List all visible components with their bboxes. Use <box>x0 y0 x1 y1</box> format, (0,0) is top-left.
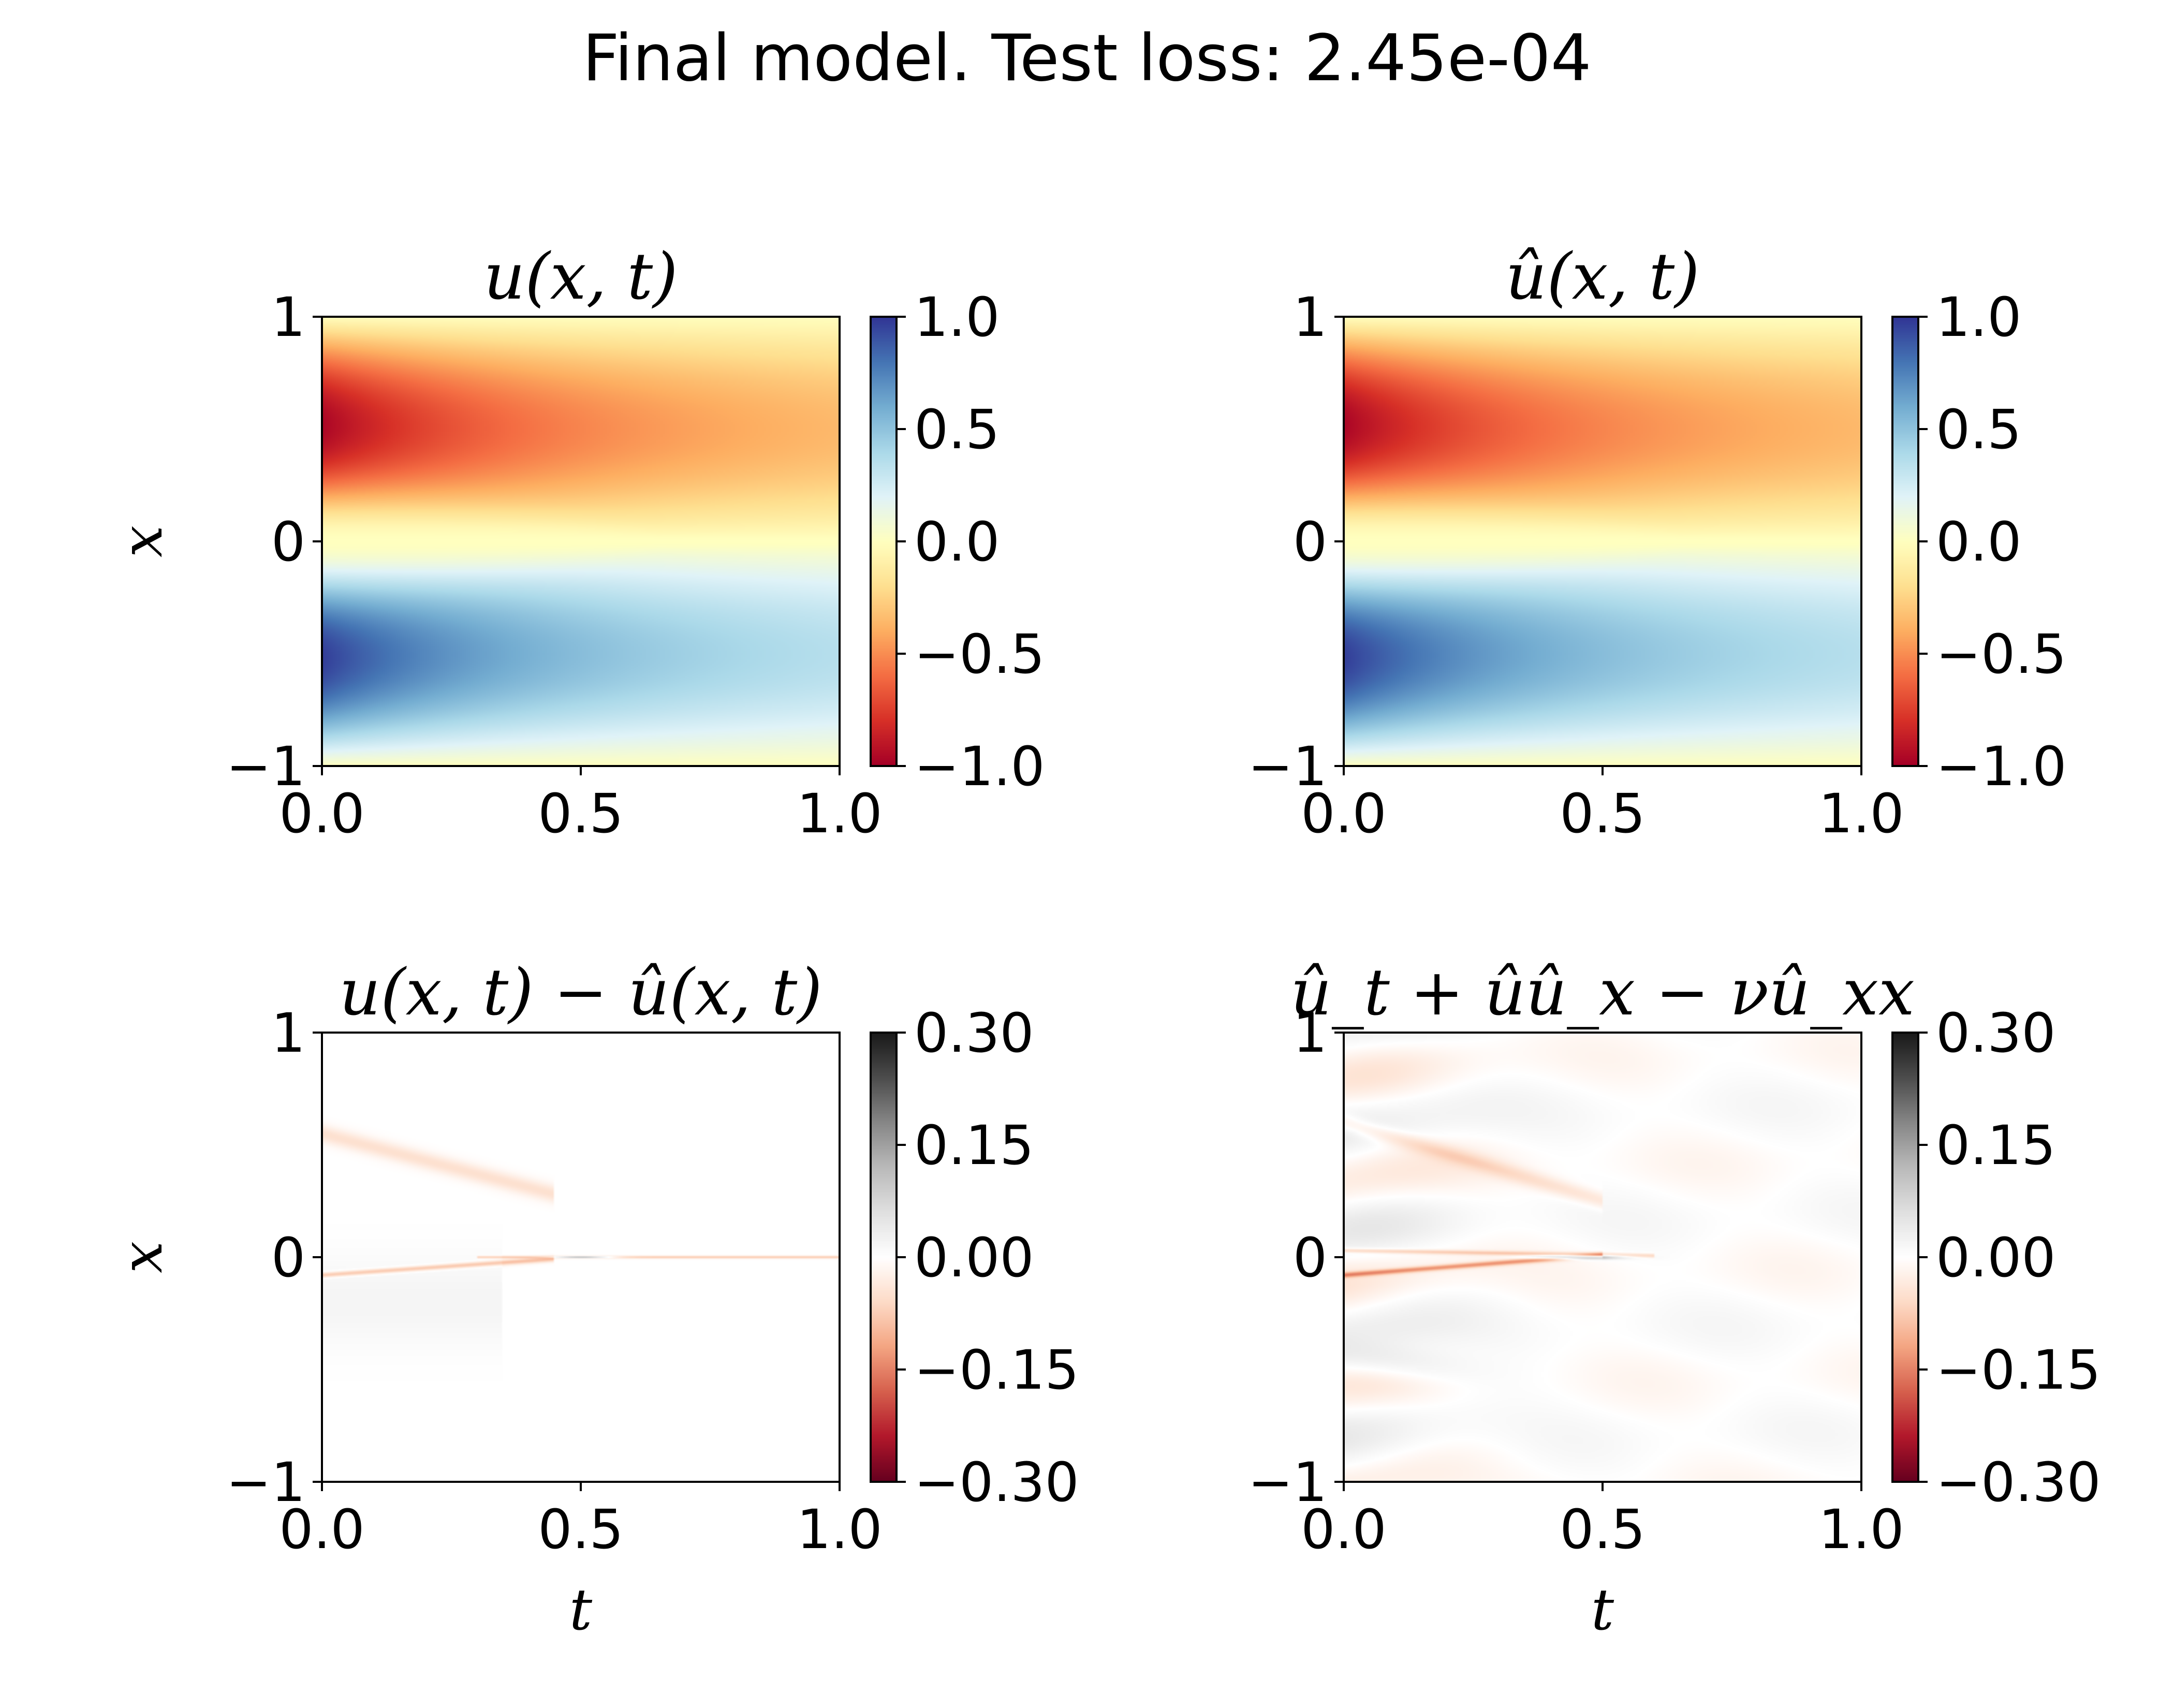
panel-top-left: u(x, t) 0.0 0.5 1.0 −1 0 1 x 1.0 0.5 0.0 −0.5 −1.0 <box>109 240 1045 845</box>
colorbar-tick-label: −0.15 <box>914 1338 1079 1402</box>
colorbar <box>871 1033 897 1482</box>
y-tick-label: 1 <box>271 286 305 349</box>
panel-bottom-right: û_t + ûû_x − νû_xx 0.0 0.5 1.0 −1 0 1 t 0.30 0.15… <box>1248 955 2101 1643</box>
y-tick-label: −1 <box>226 1451 305 1514</box>
colorbar-tick-label: 0.0 <box>1936 510 2021 573</box>
y-tick-label: 0 <box>1293 510 1327 573</box>
colorbar-tick-label: 0.5 <box>1936 398 2021 461</box>
panel-title: u(x, t) − û(x, t) <box>339 955 822 1030</box>
y-axis-label: x <box>109 525 175 557</box>
panel-title: û(x, t) <box>1505 240 1699 314</box>
x-axis-label: t <box>569 1577 593 1643</box>
x-tick-label: 0.5 <box>538 782 623 845</box>
colorbar-tick-label: −1.0 <box>1936 735 2067 798</box>
y-tick-label: −1 <box>1248 1451 1327 1514</box>
colorbar-tick-label: 0.5 <box>914 398 1000 461</box>
colorbar-tick-label: −0.30 <box>1936 1451 2101 1514</box>
colorbar-tick-label: −0.15 <box>1936 1338 2101 1402</box>
heatmap-burgers_solution <box>322 317 840 766</box>
x-tick-label: 0.5 <box>538 1498 623 1561</box>
colorbar-tick-label: −0.5 <box>1936 623 2067 686</box>
y-tick-label: 1 <box>1293 1002 1327 1065</box>
x-tick-label: 0.5 <box>1560 782 1645 845</box>
colorbar-tick-label: −1.0 <box>914 735 1045 798</box>
colorbar-tick-label: 1.0 <box>914 286 1000 349</box>
colorbar-tick-label: 1.0 <box>1936 286 2021 349</box>
y-tick-label: 0 <box>271 510 305 573</box>
colorbar-tick-label: 0.30 <box>1936 1002 2056 1065</box>
x-tick-label: 0.0 <box>1301 782 1386 845</box>
y-tick-label: −1 <box>226 735 305 798</box>
x-tick-label: 0.0 <box>279 782 364 845</box>
colorbar-tick-label: −0.30 <box>914 1451 1079 1514</box>
heatmap-residual <box>1344 1033 1861 1482</box>
y-tick-label: 1 <box>271 1002 305 1065</box>
x-tick-label: 1.0 <box>1818 1498 1904 1561</box>
y-tick-label: 1 <box>1293 286 1327 349</box>
colorbar-tick-label: −0.5 <box>914 623 1045 686</box>
y-tick-label: −1 <box>1248 735 1327 798</box>
panel-title: u(x, t) <box>483 240 678 314</box>
x-tick-label: 1.0 <box>797 782 882 845</box>
colorbar-tick-label: 0.15 <box>1936 1114 2056 1177</box>
figure-title: Final model. Test loss: 2.45e-04 <box>582 21 1591 96</box>
colorbar <box>871 317 897 766</box>
colorbar-tick-label: 0.00 <box>914 1226 1034 1289</box>
panel-title: û_t + ûû_x − νû_xx <box>1290 955 1915 1030</box>
colorbar <box>1892 1033 1918 1482</box>
x-tick-label: 0.0 <box>1301 1498 1386 1561</box>
colorbar-tick-label: 0.30 <box>914 1002 1034 1065</box>
colorbar-tick-label: 0.0 <box>914 510 1000 573</box>
x-tick-label: 1.0 <box>797 1498 882 1561</box>
colorbar <box>1892 317 1918 766</box>
panel-top-right: û(x, t) 0.0 0.5 1.0 −1 0 1 1.0 0.5 0.0 −0.5 −1.0 <box>1248 240 2067 845</box>
x-tick-label: 0.5 <box>1560 1498 1645 1561</box>
x-tick-label: 0.0 <box>279 1498 364 1561</box>
heatmap-burgers_prediction <box>1344 317 1861 766</box>
panel-bottom-left: u(x, t) − û(x, t) 0.0 0.5 1.0 −1 0 1 x t 0.30 0.15… <box>109 955 1079 1643</box>
heatmap-error <box>322 1033 840 1482</box>
y-tick-label: 0 <box>271 1226 305 1289</box>
x-tick-label: 1.0 <box>1818 782 1904 845</box>
y-axis-label: x <box>109 1241 175 1273</box>
panels: u(x, t)0.0 0.5 1.0−101x1.00.50.0−0.5−1.0û(… <box>109 240 2101 1643</box>
colorbar-tick-label: 0.00 <box>1936 1226 2056 1289</box>
x-axis-label: t <box>1591 1577 1614 1643</box>
y-tick-label: 0 <box>1293 1226 1327 1289</box>
colorbar-tick-label: 0.15 <box>914 1114 1034 1177</box>
